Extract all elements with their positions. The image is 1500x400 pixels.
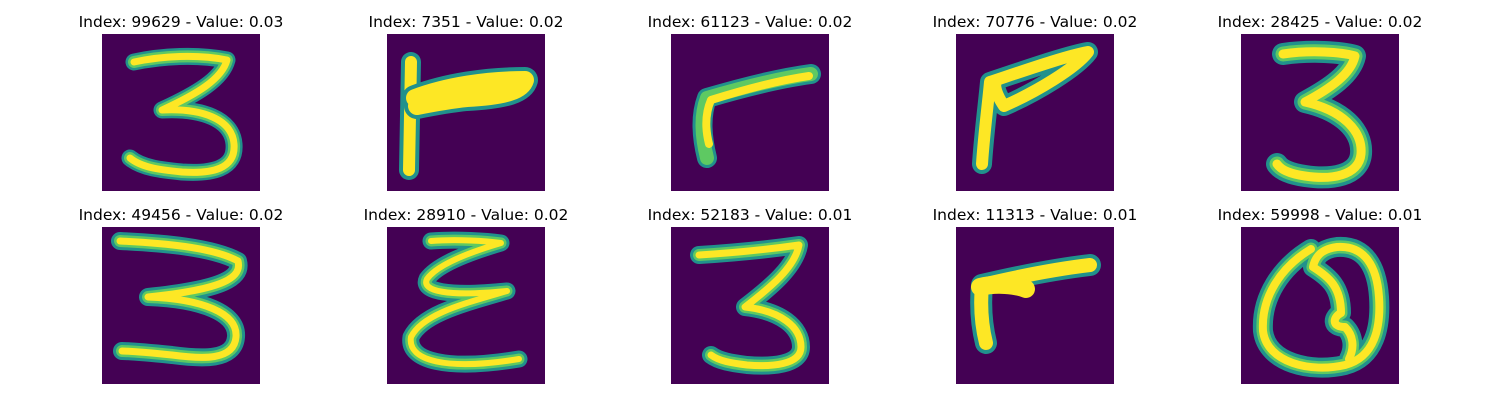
sample-panel: Index: 61123 - Value: 0.02 [608,10,892,191]
panel-title: Index: 11313 - Value: 0.01 [932,206,1138,224]
panel-title: Index: 70776 - Value: 0.02 [932,13,1138,31]
panel-title: Index: 59998 - Value: 0.01 [1217,206,1423,224]
sample-panel: Index: 99629 - Value: 0.03 [39,10,323,191]
panel-title: Index: 52183 - Value: 0.01 [647,206,853,224]
digit-image [387,227,545,384]
digit-image [671,227,829,384]
sample-panel: Index: 28910 - Value: 0.02 [324,203,608,384]
digit-image [1241,34,1399,191]
digit-image [671,34,829,191]
panel-title: Index: 28910 - Value: 0.02 [363,206,569,224]
panel-title: Index: 7351 - Value: 0.02 [368,13,564,31]
sample-panel: Index: 49456 - Value: 0.02 [39,203,323,384]
digit-image [956,227,1114,384]
sample-panel: Index: 7351 - Value: 0.02 [324,10,608,191]
digit-image [102,227,260,384]
panel-title: Index: 49456 - Value: 0.02 [78,206,284,224]
sample-panel: Index: 59998 - Value: 0.01 [1178,203,1462,384]
panel-title: Index: 61123 - Value: 0.02 [647,13,853,31]
digit-image [956,34,1114,191]
sample-panel: Index: 70776 - Value: 0.02 [893,10,1177,191]
sample-panel: Index: 28425 - Value: 0.02 [1178,10,1462,191]
digit-image [1241,227,1399,384]
panel-title: Index: 28425 - Value: 0.02 [1217,13,1423,31]
panel-title: Index: 99629 - Value: 0.03 [78,13,284,31]
sample-panel: Index: 11313 - Value: 0.01 [893,203,1177,384]
sample-panel: Index: 52183 - Value: 0.01 [608,203,892,384]
digit-image [387,34,545,191]
digit-image [102,34,260,191]
